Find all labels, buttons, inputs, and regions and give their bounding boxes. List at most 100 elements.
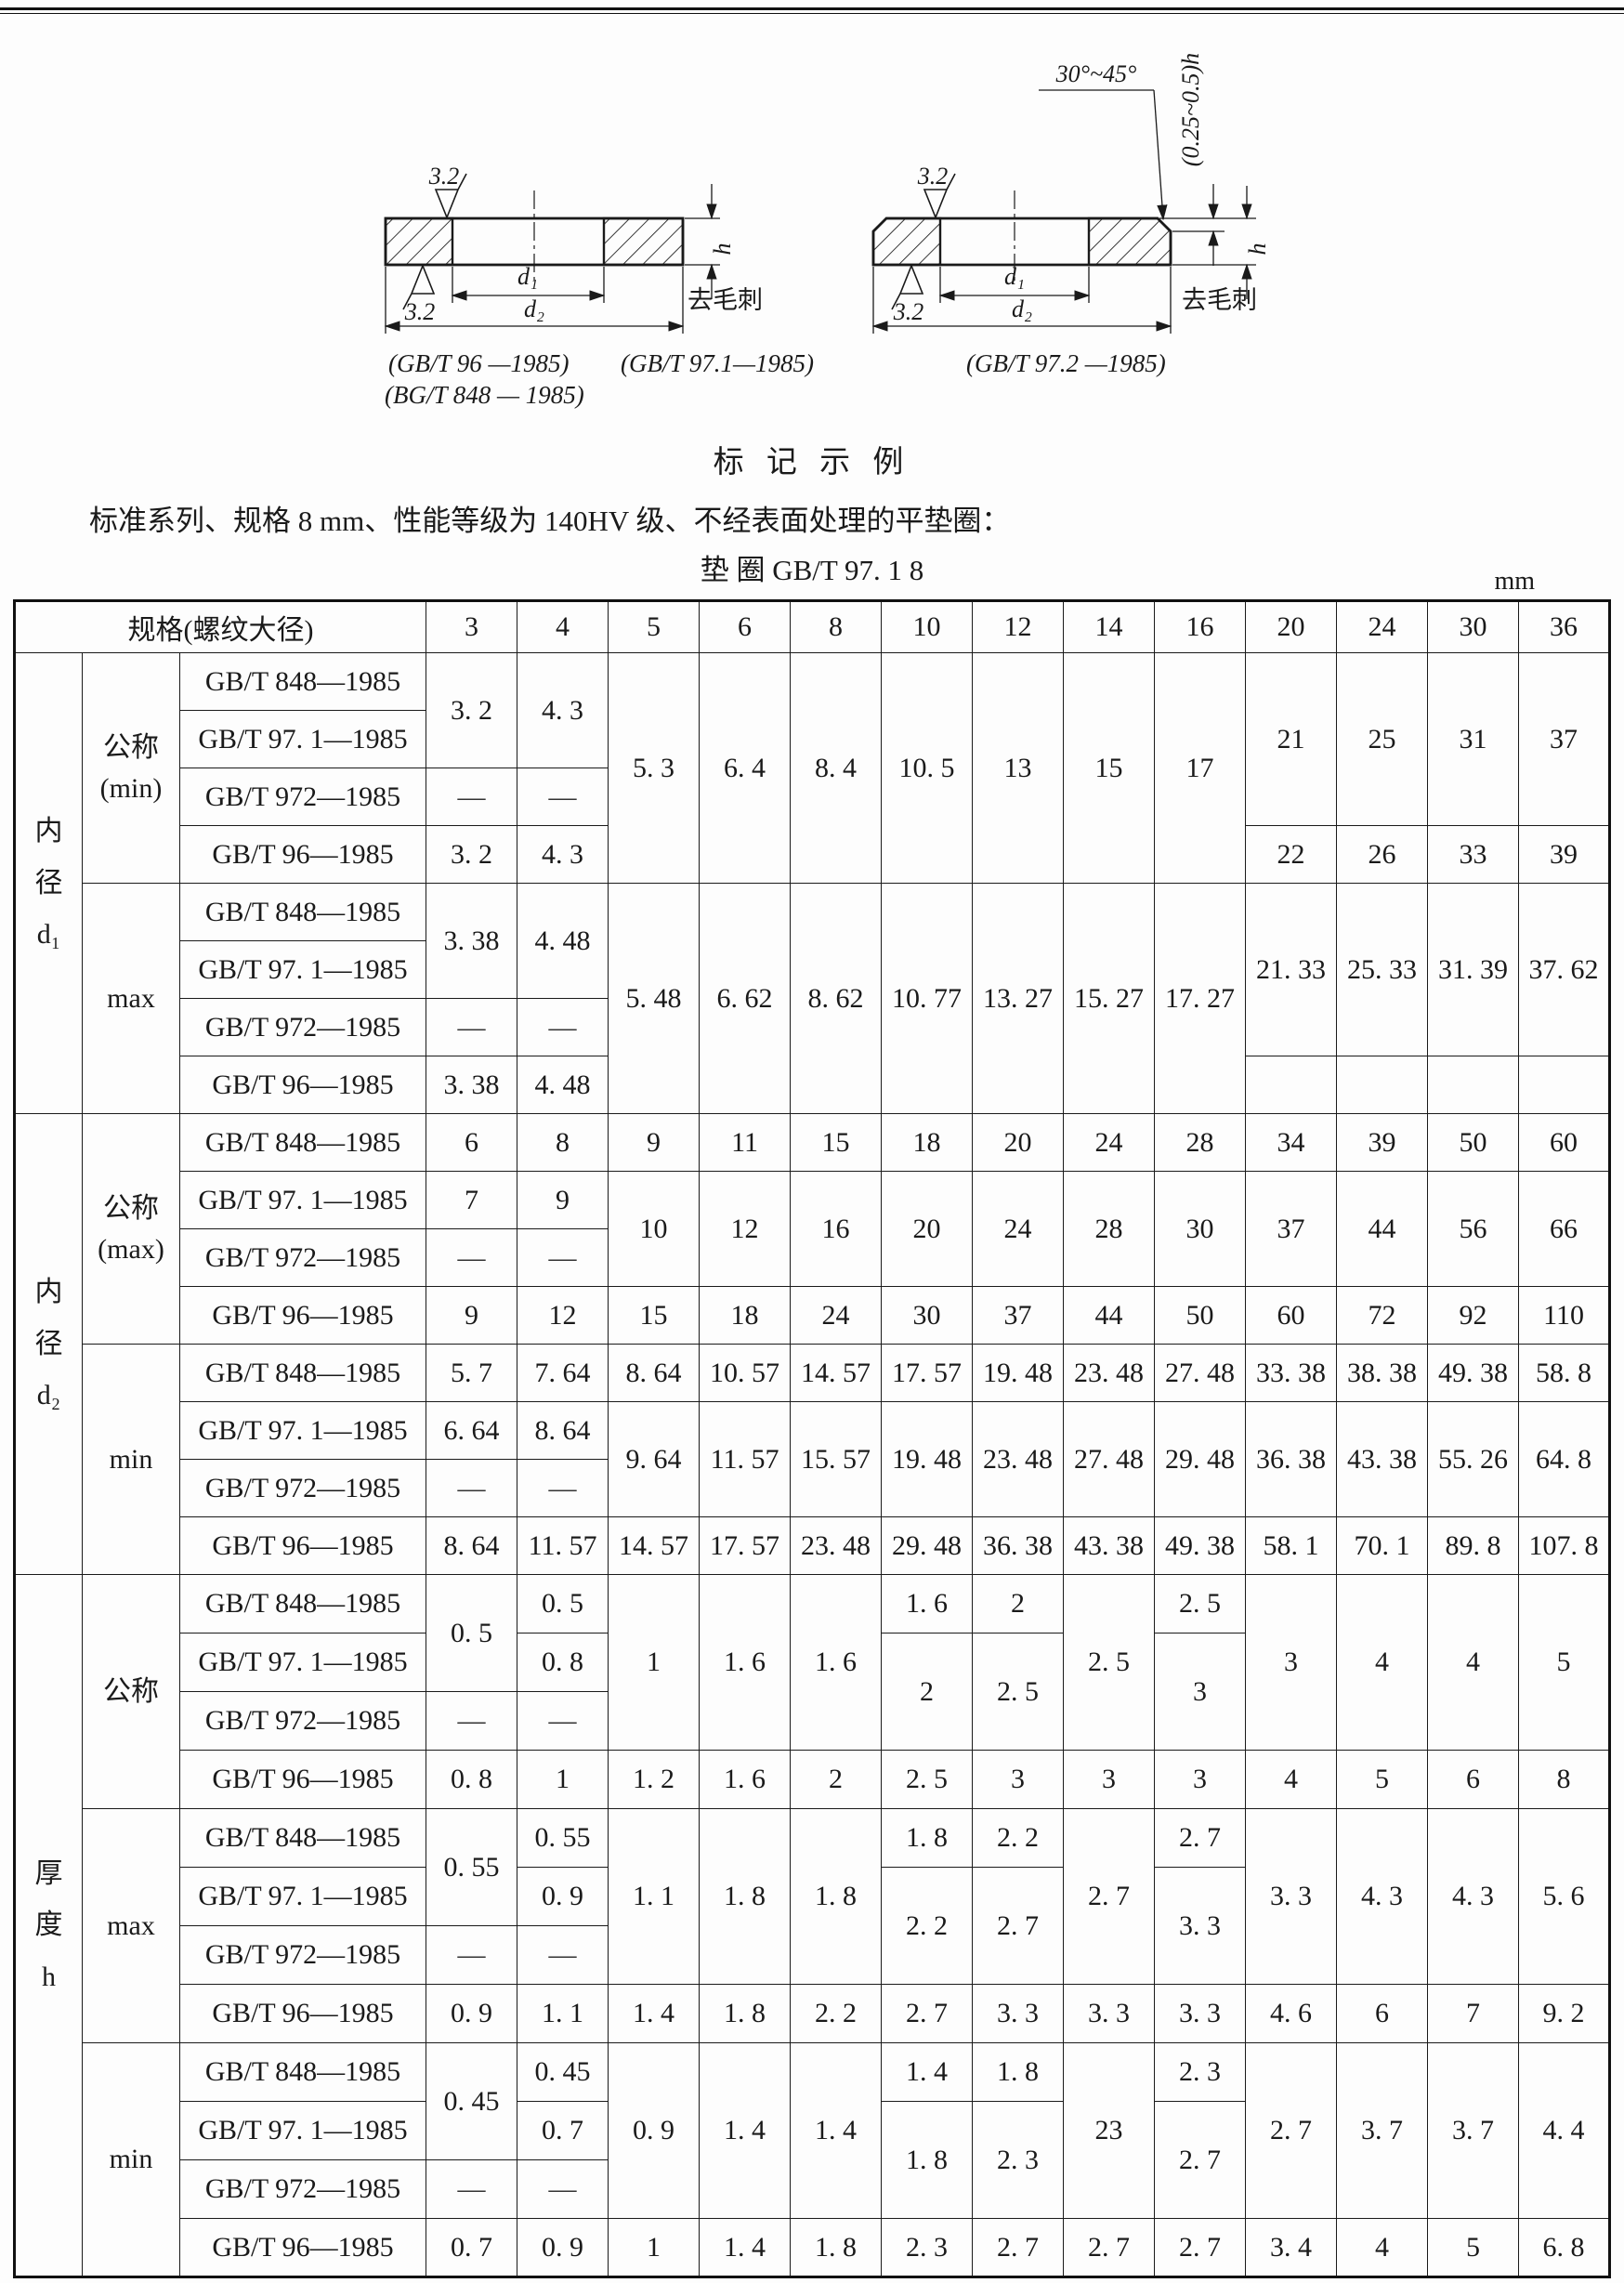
table-cell: 10. 5 bbox=[881, 652, 974, 884]
table-row: GB/T 97. 1—1985 6. 64 8. 64 9. 64 11. 57 15. … bbox=[15, 1401, 1611, 1517]
table-cell: 14. 57 bbox=[608, 1516, 701, 1575]
table-cell bbox=[1336, 1056, 1429, 1114]
unit-label: mm bbox=[1494, 567, 1535, 596]
standard-cell: GB/T 96—1985 bbox=[178, 2218, 427, 2277]
table-cell: 10. 77 bbox=[881, 883, 974, 1114]
h-label-left: h bbox=[709, 243, 736, 256]
table-cell: 1. 8 bbox=[972, 2042, 1065, 2102]
table-cell: 0. 9 bbox=[517, 2218, 609, 2277]
table-cell: 2. 3 bbox=[1154, 2042, 1247, 2102]
table-cell: 4. 48 bbox=[517, 1056, 609, 1114]
roughness-icon bbox=[891, 173, 956, 310]
table-cell: 3. 3 bbox=[972, 1984, 1065, 2043]
table-row: max GB/T 848—1985 3. 38 4. 48 5. 48 6. 62 8. 6… bbox=[15, 883, 1611, 1114]
table-cell: 18 bbox=[699, 1286, 792, 1345]
table-cell: 8 bbox=[1518, 1750, 1611, 1809]
sub-label-cell: 公称 bbox=[82, 1574, 180, 1809]
table-cell: 6. 8 bbox=[1518, 2218, 1611, 2277]
table-cell: 2. 7 bbox=[1154, 2101, 1247, 2219]
standard-cell: GB/T 848—1985 bbox=[178, 652, 427, 711]
table-row: GB/T 97. 1—1985 bbox=[15, 940, 1610, 999]
table-cell: 2. 7 bbox=[1063, 2218, 1156, 2277]
standard-cell: GB/T 972—1985 bbox=[178, 998, 427, 1056]
standard-cell: GB/T 97. 1—1985 bbox=[178, 1401, 427, 1460]
table-cell: 0. 45 bbox=[426, 2042, 518, 2160]
table-cell: 110 bbox=[1518, 1286, 1611, 1345]
table-cell: 5. 48 bbox=[608, 883, 701, 1114]
standard-cell: GB/T 848—1985 bbox=[178, 1113, 427, 1172]
caption-gbt971: (GB/T 97.1—1985) bbox=[621, 349, 814, 377]
table-cell: 60 bbox=[1245, 1286, 1338, 1345]
table-cell: 15 bbox=[1063, 652, 1156, 884]
deburr-label-right: 去毛刺 bbox=[1182, 286, 1257, 314]
standard-cell: GB/T 96—1985 bbox=[178, 1516, 427, 1575]
size-header-cell: 8 bbox=[790, 600, 883, 653]
table-cell: 25 bbox=[1336, 652, 1429, 826]
table-cell: 13 bbox=[972, 652, 1065, 884]
standard-cell: GB/T 848—1985 bbox=[178, 2042, 427, 2102]
standard-cell: GB/T 972—1985 bbox=[178, 1459, 427, 1517]
table-row: GB/T 96—1985 8. 64 11. 57 14. 57 17. 57 23. 4… bbox=[15, 1516, 1611, 1575]
table-cell: 39 bbox=[1336, 1113, 1429, 1172]
table-cell: 2. 3 bbox=[881, 2218, 974, 2277]
washer-right-hatch bbox=[1087, 216, 1172, 267]
roughness-top-right-label: 3.2 bbox=[917, 163, 949, 190]
table-cell: 4. 3 bbox=[1336, 1808, 1429, 1985]
table-cell: 4. 48 bbox=[517, 883, 609, 999]
table-cell: — bbox=[426, 1691, 518, 1751]
washer-left-hatch bbox=[384, 216, 454, 267]
size-header-cell: 10 bbox=[881, 600, 974, 653]
table-cell: 50 bbox=[1154, 1286, 1247, 1345]
table-cell: 29. 48 bbox=[1154, 1401, 1247, 1517]
washer-left-hatch bbox=[871, 216, 942, 267]
top-rule-thin bbox=[0, 13, 1624, 14]
table-cell: 17. 57 bbox=[699, 1516, 792, 1575]
table-cell: 66 bbox=[1518, 1171, 1611, 1287]
table-cell: — bbox=[517, 1459, 609, 1517]
size-header-cell: 16 bbox=[1154, 600, 1247, 653]
table-cell: 58. 8 bbox=[1518, 1344, 1611, 1402]
table-cell: 8. 4 bbox=[790, 652, 883, 884]
table-cell: — bbox=[426, 2159, 518, 2219]
table-cell: 1. 2 bbox=[608, 1750, 701, 1809]
table-cell: 8. 64 bbox=[608, 1344, 701, 1402]
table-cell: 27. 48 bbox=[1154, 1344, 1247, 1402]
table-cell: 36. 38 bbox=[1245, 1401, 1338, 1517]
roughness-top-left-label: 3.2 bbox=[428, 163, 460, 190]
table-cell: 1. 8 bbox=[881, 2101, 974, 2219]
table-cell: 12 bbox=[699, 1171, 792, 1287]
table-cell: 31. 39 bbox=[1427, 883, 1520, 1056]
table-cell: 1. 8 bbox=[790, 2218, 883, 2277]
sub-label-cell: min bbox=[82, 2042, 180, 2277]
washer-diagram-plain bbox=[384, 173, 720, 334]
size-header-cell: 4 bbox=[517, 600, 609, 653]
table-cell: 8. 64 bbox=[426, 1516, 518, 1575]
table-row: GB/T 97. 1—1985 0. 9 2. 2 2. 7 3. 3 bbox=[15, 1867, 1610, 1985]
table-cell: 1. 8 bbox=[699, 1984, 792, 2043]
table-cell: 92 bbox=[1427, 1286, 1520, 1345]
table-cell: 4 bbox=[1336, 2218, 1429, 2277]
table-cell: 37 bbox=[1245, 1171, 1338, 1287]
d2-label-right: d₂ bbox=[1012, 295, 1032, 322]
section-label-cell: 内 径 d₂ bbox=[14, 1113, 83, 1575]
spec-header-cell: 规格(螺纹大径) bbox=[13, 600, 427, 653]
table-cell: 23 bbox=[1063, 2042, 1156, 2219]
table-cell: 3 bbox=[1154, 1633, 1247, 1751]
table-cell: 23. 48 bbox=[790, 1516, 883, 1575]
table-cell: 107. 8 bbox=[1518, 1516, 1611, 1575]
standard-cell: GB/T 848—1985 bbox=[178, 1808, 427, 1868]
table-cell: 2. 7 bbox=[972, 1867, 1065, 1985]
size-header-cell: 24 bbox=[1336, 600, 1429, 653]
washer-right-hatch bbox=[602, 216, 685, 267]
table-cell: 0. 9 bbox=[426, 1984, 518, 2043]
table-cell: 0. 9 bbox=[608, 2042, 701, 2219]
table-cell: — bbox=[517, 1925, 609, 1985]
table-cell: 0. 8 bbox=[517, 1633, 609, 1692]
table-cell: — bbox=[426, 1459, 518, 1517]
table-cell: 20 bbox=[881, 1171, 974, 1287]
table-cell: 7 bbox=[426, 1171, 518, 1229]
table-cell: 13. 27 bbox=[972, 883, 1065, 1114]
table-cell: 8. 62 bbox=[790, 883, 883, 1114]
standard-cell: GB/T 972—1985 bbox=[178, 768, 427, 826]
